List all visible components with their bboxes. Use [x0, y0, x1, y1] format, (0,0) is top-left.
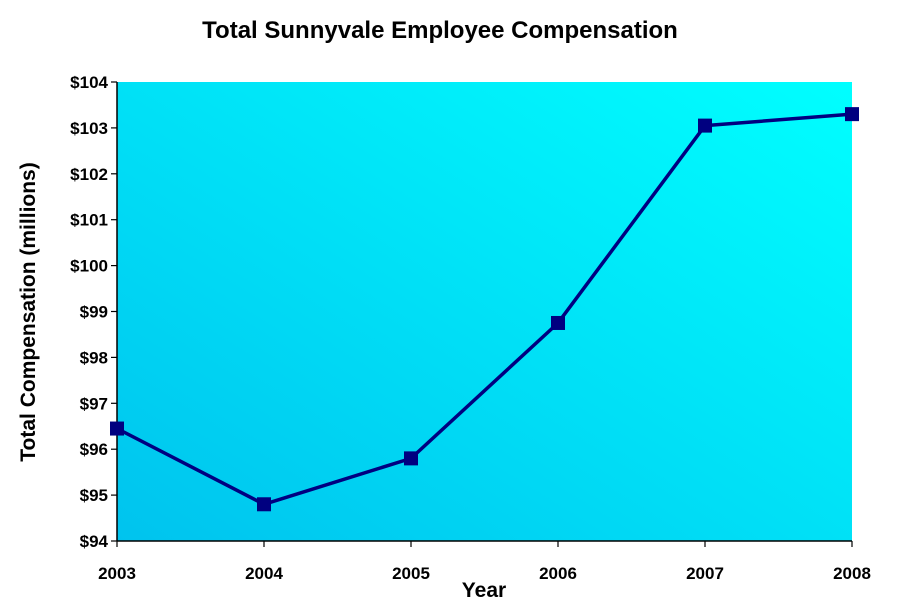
- data-point-2005: [404, 451, 418, 466]
- y-tick-label: $100: [70, 257, 108, 276]
- x-tick-label: 2004: [245, 564, 283, 583]
- x-tick-label: 2006: [539, 564, 577, 583]
- y-tick-label: $94: [80, 532, 109, 551]
- y-tick-label: $101: [70, 211, 108, 230]
- y-tick-label: $96: [80, 440, 108, 459]
- plot-area: [117, 82, 852, 541]
- data-point-2007: [698, 118, 712, 133]
- x-tick-label: 2003: [98, 564, 136, 583]
- y-tick-label: $104: [70, 73, 108, 92]
- x-axis-title: Year: [462, 579, 506, 602]
- y-tick-label: $98: [80, 348, 108, 367]
- y-axis-ticks: $94 $95 $96 $97 $98 $99 $100 $101 $102 $103 $104: [70, 73, 117, 551]
- y-axis-title: Total Compensation (millions): [17, 162, 40, 461]
- y-tick-label: $103: [70, 119, 108, 138]
- x-tick-label: 2007: [686, 564, 724, 583]
- data-point-2006: [551, 315, 565, 330]
- data-point-2008: [845, 107, 859, 122]
- x-axis-ticks: 2003 2004 2005 2006 2007 2008: [98, 541, 871, 583]
- data-point-2003: [110, 421, 124, 436]
- data-point-2004: [257, 497, 271, 512]
- x-tick-label: 2005: [392, 564, 430, 583]
- y-tick-label: $99: [80, 303, 108, 322]
- chart-title: Total Sunnyvale Employee Compensation: [202, 17, 678, 44]
- x-tick-label: 2008: [833, 564, 871, 583]
- y-tick-label: $97: [80, 394, 108, 413]
- series-layer: [110, 107, 859, 512]
- y-tick-label: $102: [70, 165, 108, 184]
- y-tick-label: $95: [80, 486, 108, 505]
- series-line: [116, 112, 853, 507]
